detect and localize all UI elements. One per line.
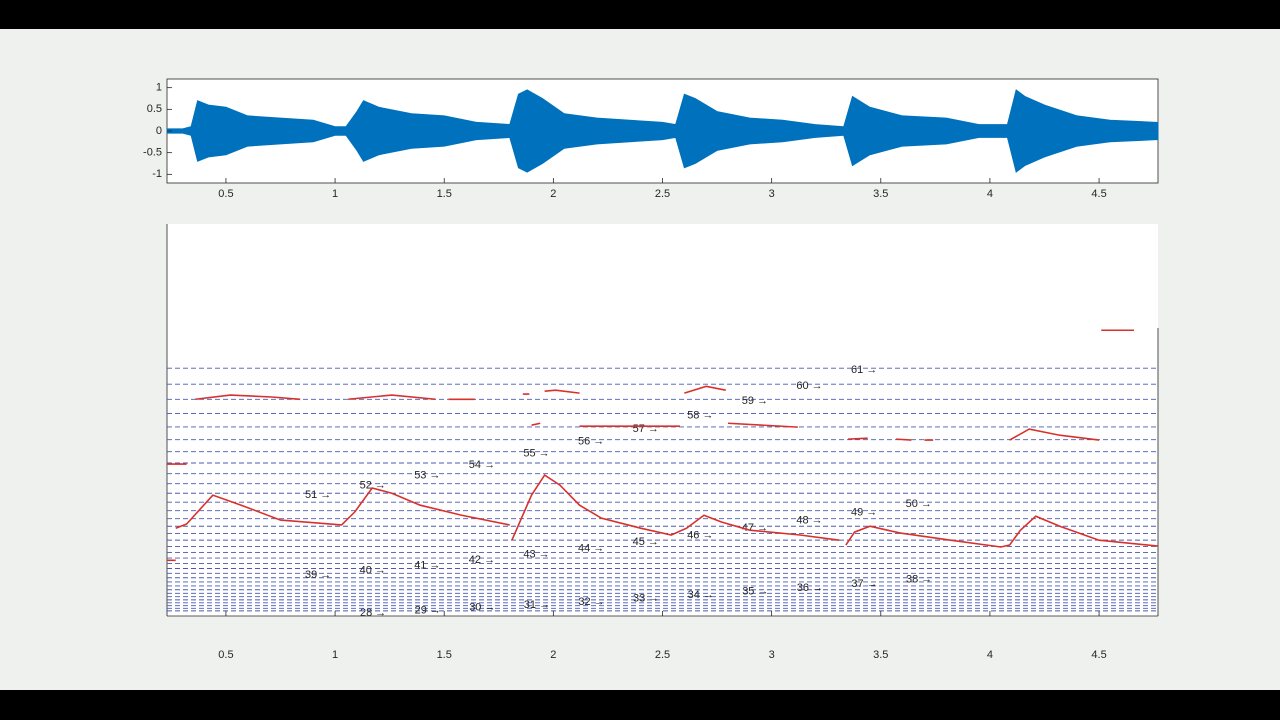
- x-tick-label: 1.5: [437, 649, 452, 661]
- reference-label: 56 →: [578, 436, 604, 448]
- x-tick-label: 4.5: [1091, 649, 1106, 661]
- reference-label: 51 →: [305, 489, 331, 501]
- reference-label: 42 →: [469, 554, 495, 566]
- reference-label: 33 →: [633, 593, 659, 605]
- reference-label: 38 →: [906, 574, 932, 586]
- y-tick-label: 0: [156, 125, 162, 137]
- x-tick-label: 1: [332, 649, 338, 661]
- y-tick-label: 1: [156, 82, 162, 94]
- reference-label: 37 →: [851, 578, 877, 590]
- x-tick-label: 4: [987, 649, 993, 661]
- reference-label: 55 →: [523, 448, 549, 460]
- x-tick-label: 2.5: [655, 188, 670, 200]
- reference-label: 43 →: [523, 548, 549, 560]
- reference-label: 28 →: [360, 607, 386, 619]
- x-tick-label: 4: [987, 188, 993, 200]
- reference-label: 52 →: [360, 480, 386, 492]
- x-tick-label: 4.5: [1091, 188, 1106, 200]
- reference-label: 48 →: [796, 515, 822, 527]
- bottom-axes: [167, 224, 1158, 616]
- reference-label: 34 →: [688, 589, 714, 601]
- reference-label: 58 →: [687, 409, 713, 421]
- reference-label: 45 →: [633, 536, 659, 548]
- reference-label: 30 →: [469, 602, 495, 614]
- reference-label: 53 →: [414, 470, 440, 482]
- reference-label: 32 →: [578, 596, 604, 608]
- x-tick-label: 3.5: [873, 649, 888, 661]
- x-tick-label: 2: [550, 649, 556, 661]
- reference-label: 44 →: [578, 542, 604, 554]
- y-tick-label: 0.5: [147, 103, 162, 115]
- x-tick-label: 3: [769, 649, 775, 661]
- reference-label: 35 →: [742, 586, 768, 598]
- y-tick-label: -1: [152, 168, 162, 180]
- y-tick-label: -0.5: [143, 147, 162, 159]
- waveform-envelope: [166, 89, 1159, 132]
- reference-label: 59 →: [742, 395, 768, 407]
- reference-label: 36 →: [797, 582, 823, 594]
- reference-label: 60 →: [796, 380, 822, 392]
- reference-label: 46 →: [687, 529, 713, 541]
- reference-label: 39 →: [305, 569, 331, 581]
- x-tick-label: 3: [769, 188, 775, 200]
- pitch-contour: [167, 329, 1159, 562]
- reference-label: 41 →: [414, 559, 440, 571]
- reference-label: 31 →: [524, 599, 550, 611]
- reference-label: 54 →: [469, 459, 495, 471]
- x-tick-label: 1: [332, 188, 338, 200]
- waveform-envelope: [166, 130, 1159, 173]
- reference-label: 57 →: [633, 423, 659, 435]
- reference-label: 50 →: [906, 498, 932, 510]
- reference-label: 40 →: [360, 564, 386, 576]
- x-tick-label: 2.5: [655, 649, 670, 661]
- reference-label: 61 →: [851, 364, 877, 376]
- reference-label: 29 →: [415, 604, 441, 616]
- x-tick-label: 2: [550, 188, 556, 200]
- x-tick-label: 3.5: [873, 188, 888, 200]
- x-tick-label: 0.5: [218, 649, 233, 661]
- reference-label: 49 →: [851, 507, 877, 519]
- x-tick-label: 0.5: [218, 188, 233, 200]
- x-tick-label: 1.5: [437, 188, 452, 200]
